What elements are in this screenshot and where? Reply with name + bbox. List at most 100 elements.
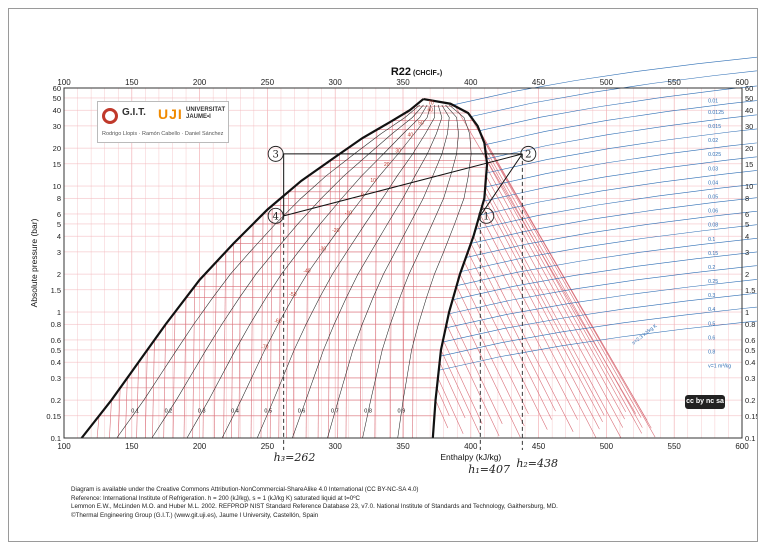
temperature-label: -20 bbox=[332, 228, 339, 234]
y-tick-label-left: 0.5 bbox=[51, 346, 61, 355]
isotherm-liquid bbox=[305, 176, 309, 439]
cc-license-badge[interactable]: cc by nc sa bbox=[685, 395, 725, 409]
isochore-label: 0.5 bbox=[708, 321, 715, 327]
temperature-label: 0 bbox=[361, 193, 364, 199]
enthalpy-annotation: h₁=407 bbox=[468, 463, 510, 476]
y-tick-label-right: 30 bbox=[745, 122, 753, 131]
entropy-axis-label: s=2.3 kJ/kg K bbox=[631, 323, 659, 347]
isotherm-vapor bbox=[454, 106, 636, 414]
compression-line bbox=[479, 153, 523, 217]
y-tick-label-right: 6 bbox=[745, 210, 749, 219]
isotherm-vapor bbox=[486, 160, 627, 413]
isochore-line bbox=[465, 210, 757, 258]
saturated-vapor-line bbox=[423, 97, 489, 439]
isotherm-liquid bbox=[214, 261, 217, 439]
x-tick-label-top: 300 bbox=[329, 78, 343, 87]
isochore-line bbox=[485, 142, 757, 188]
isotherm-vapor bbox=[470, 243, 556, 412]
isochore-label: 0.02 bbox=[708, 138, 718, 144]
y-tick-label-right: 8 bbox=[745, 194, 749, 203]
quality-label: 0.4 bbox=[231, 408, 239, 414]
y-tick-label-left: 3 bbox=[57, 248, 61, 257]
y-tick-label-left: 6 bbox=[57, 210, 61, 219]
x-tick-label-top: 100 bbox=[57, 78, 71, 87]
temperature-label: -60 bbox=[274, 319, 281, 325]
x-tick-label-bottom: 400 bbox=[464, 442, 478, 451]
y-tick-label-right: 3 bbox=[745, 248, 749, 257]
x-tick-label-bottom: 350 bbox=[396, 442, 410, 451]
isotherm-liquid bbox=[152, 339, 155, 439]
isochore-label: 0.15 bbox=[708, 251, 718, 257]
state-point-circle bbox=[478, 207, 495, 224]
isotherm-liquid bbox=[172, 312, 176, 439]
isochore-line bbox=[452, 56, 757, 106]
y-tick-label-right: 0.8 bbox=[745, 320, 755, 329]
y-tick-label-left: 50 bbox=[53, 94, 61, 103]
quality-label: 0.9 bbox=[398, 408, 406, 414]
y-tick-label-right: 0.6 bbox=[745, 336, 755, 345]
plot-border bbox=[63, 87, 743, 439]
y-tick-label-right: 0.1 bbox=[745, 434, 755, 443]
isochore-label: 0.1 bbox=[708, 237, 715, 243]
isotherm-liquid bbox=[183, 297, 187, 439]
isochore-label: 0.2 bbox=[708, 265, 715, 271]
chart-subtitle: (CHClF₂) bbox=[413, 70, 442, 77]
x-tick-label-top: 600 bbox=[735, 78, 749, 87]
isotherm-vapor bbox=[485, 153, 642, 434]
quality-label: 0.7 bbox=[331, 408, 339, 414]
y-tick-label-right: 4 bbox=[745, 232, 749, 241]
x-tick-label-top: 200 bbox=[193, 78, 207, 87]
isotherm-liquid bbox=[145, 349, 148, 439]
quality-label: 0.5 bbox=[264, 408, 272, 414]
y-tick-label-left: 60 bbox=[53, 84, 61, 93]
quality-line bbox=[116, 104, 420, 439]
y-tick-label-left: 0.15 bbox=[46, 412, 61, 421]
isotherm-liquid bbox=[238, 236, 242, 439]
y-tick-label-left: 30 bbox=[53, 122, 61, 131]
enthalpy-annotation: h₂=438 bbox=[516, 457, 558, 470]
state-point-circle bbox=[267, 207, 284, 224]
y-tick-label-right: 1 bbox=[745, 308, 749, 317]
state-point-label: 2 bbox=[525, 149, 531, 160]
x-axis-label: Enthalpy (kJ/kg) bbox=[440, 452, 501, 462]
isochore-line bbox=[440, 306, 757, 357]
isochore-line bbox=[475, 183, 757, 230]
quality-line bbox=[397, 104, 472, 439]
isochore-label: 0.6 bbox=[708, 335, 715, 341]
isotherm-liquid bbox=[286, 191, 289, 439]
isochore-line bbox=[484, 100, 757, 146]
isochore-label: 0.015 bbox=[708, 124, 721, 130]
temperature-label: 60 bbox=[428, 107, 434, 113]
isochore-label: 0.4 bbox=[708, 307, 715, 313]
temperature-label: -70 bbox=[261, 344, 268, 350]
isotherm-liquid bbox=[374, 129, 378, 439]
isotherm-liquid bbox=[125, 377, 128, 439]
temperature-label: -40 bbox=[303, 269, 310, 275]
isochore-line bbox=[456, 238, 757, 286]
isochore-label: 0.025 bbox=[708, 152, 721, 158]
isotherm-vapor bbox=[437, 377, 464, 434]
isotherm-vapor bbox=[484, 191, 605, 416]
chart-footnotes: Diagram is available under the Creative … bbox=[71, 486, 691, 520]
footnote-copyright[interactable]: ©Thermal Engineering Group (G.I.T.) (www… bbox=[71, 511, 319, 519]
isochore-line bbox=[483, 156, 757, 202]
isotherm-liquid bbox=[389, 120, 393, 439]
x-tick-label-bottom: 450 bbox=[532, 442, 546, 451]
x-tick-label-bottom: 250 bbox=[261, 442, 275, 451]
isochore-label: 0.8 bbox=[708, 349, 715, 355]
ph-diagram: 1001001501502002002502503003003503504004… bbox=[29, 56, 757, 476]
isotherm-vapor bbox=[448, 311, 503, 424]
y-tick-label-left: 0.3 bbox=[51, 374, 61, 383]
quality-line bbox=[362, 104, 459, 439]
enthalpy-annotation: h₃=262 bbox=[274, 451, 316, 464]
isotherm-liquid bbox=[269, 205, 273, 439]
y-tick-label-right: 15 bbox=[745, 160, 753, 169]
isotherm-liquid bbox=[202, 274, 206, 439]
x-tick-label-top: 250 bbox=[261, 78, 275, 87]
refrigeration-cycle bbox=[283, 153, 523, 217]
quality-line bbox=[327, 104, 450, 439]
y-tick-label-right: 20 bbox=[745, 144, 753, 153]
isotherm-liquid bbox=[109, 400, 112, 439]
isochore-label: 0.05 bbox=[708, 194, 718, 200]
x-tick-label-top: 550 bbox=[668, 78, 682, 87]
